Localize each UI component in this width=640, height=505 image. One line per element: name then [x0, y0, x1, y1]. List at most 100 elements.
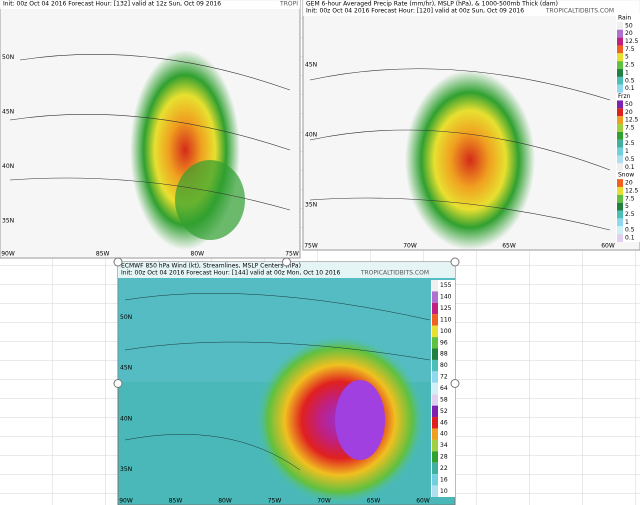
- legend-label: 2.5: [625, 140, 635, 147]
- legend-swatch: [617, 194, 623, 203]
- resize-handle[interactable]: [450, 379, 460, 388]
- legend-swatch: [432, 439, 438, 452]
- lat-label: 45N: [2, 108, 14, 115]
- title-bar: [118, 262, 455, 278]
- legend-label: 20: [625, 180, 633, 187]
- lon-label: 60W: [416, 498, 430, 505]
- legend-swatch: [617, 131, 623, 140]
- legend-swatch: [432, 302, 438, 315]
- legend-swatch: [617, 76, 623, 85]
- legend-name: Snow: [618, 172, 634, 179]
- legend-swatch: [617, 84, 623, 93]
- map-credit: TROPICALTIDBITS.COM: [360, 270, 429, 277]
- resize-handle[interactable]: [113, 379, 123, 388]
- legend-label: 1: [625, 148, 629, 155]
- legend-swatch: [617, 116, 623, 125]
- legend-swatch: [432, 405, 438, 418]
- legend-swatch: [432, 428, 438, 440]
- legend-label: 52: [440, 408, 448, 415]
- legend-swatch: [432, 291, 438, 303]
- legend-swatch: [617, 234, 623, 242]
- legend-label: 7.5: [625, 125, 635, 132]
- legend-label: 140: [440, 294, 452, 301]
- resize-handle[interactable]: [113, 257, 123, 267]
- lon-label: 80W: [191, 251, 205, 258]
- lon-label: 85W: [169, 498, 183, 505]
- legend-swatch: [432, 314, 438, 326]
- lon-label: 75W: [285, 251, 299, 258]
- lon-label: 70W: [403, 243, 417, 250]
- legend-name: Rain: [618, 14, 631, 21]
- legend-label: 125: [440, 305, 452, 312]
- lat-label: 35N: [2, 217, 14, 224]
- legend-swatch: [432, 394, 438, 406]
- map-panel: ECMWF 850 hPa Wind (kt), Streamlines, MS…: [117, 261, 456, 505]
- legend-label: 7.5: [625, 195, 635, 202]
- lat-label: 40N: [2, 163, 14, 170]
- lon-label: 90W: [1, 251, 15, 258]
- legend-swatch: [617, 218, 623, 227]
- legend-label: 88: [440, 351, 448, 358]
- lat-label: 35N: [305, 202, 317, 209]
- legend-label: 50: [625, 101, 633, 108]
- legend-label: 72: [440, 374, 448, 381]
- resize-handle[interactable]: [450, 257, 460, 267]
- title-bar: [0, 0, 300, 9]
- lat-label: 40N: [305, 132, 317, 139]
- map-init: Init: 00z Oct 04 2016 Forecast Hour: [12…: [306, 8, 524, 15]
- map-init: Init: 00z Oct 04 2016 Forecast Hour: [14…: [121, 270, 340, 277]
- legend-swatch: [617, 100, 623, 109]
- legend-label: 22: [440, 465, 448, 472]
- legend-label: 7.5: [625, 46, 635, 53]
- map-title: ECMWF 850 hPa Wind (kt), Streamlines, MS…: [121, 263, 301, 270]
- lon-label: 70W: [317, 498, 331, 505]
- map-credit: TROPI: [279, 1, 298, 8]
- legend-swatch: [432, 371, 438, 383]
- lat-label: 45N: [120, 365, 132, 372]
- legend-label: 64: [440, 385, 448, 392]
- legend-label: 34: [440, 442, 448, 449]
- lat-label: 45N: [305, 62, 317, 69]
- legend-swatch: [617, 163, 623, 172]
- resize-handle[interactable]: [282, 257, 291, 267]
- legend-swatch: [617, 61, 623, 70]
- legend-label: 28: [440, 454, 448, 461]
- lon-label: 75W: [268, 498, 282, 505]
- legend-label: 46: [440, 419, 448, 426]
- map-panel: GEM 6-hour Averaged Precip Rate (mm/hr),…: [302, 0, 640, 251]
- map-panel: Init: 00z Oct 04 2016 Forecast Hour: [13…: [0, 0, 301, 259]
- lon-label: 85W: [96, 251, 110, 258]
- legend-label: 20: [625, 109, 633, 116]
- legend-swatch: [617, 108, 623, 117]
- legend-label: 5: [625, 54, 629, 61]
- legend-swatch: [617, 69, 623, 77]
- legend-swatch: [432, 417, 438, 429]
- legend-swatch: [432, 280, 438, 292]
- legend-label: 100: [440, 328, 452, 335]
- legend-label: 2.5: [625, 62, 635, 69]
- legend-swatch: [617, 226, 623, 235]
- legend-label: 5: [625, 132, 629, 139]
- legend-label: 2.5: [625, 211, 635, 218]
- legend-label: 1: [625, 69, 629, 76]
- legend-swatch: [617, 210, 623, 219]
- legend-swatch: [617, 139, 623, 148]
- map-init: Init: 00z Oct 04 2016 Forecast Hour: [13…: [3, 1, 221, 8]
- legend-label: 0.1: [625, 164, 635, 171]
- legend-label: 0.5: [625, 156, 635, 163]
- legend-label: 96: [440, 339, 448, 346]
- legend-label: 16: [440, 476, 448, 483]
- legend-swatch: [617, 53, 623, 62]
- legend-swatch: [432, 451, 438, 463]
- legend-label: 20: [625, 30, 633, 37]
- legend-swatch: [432, 485, 438, 497]
- legend-label: 40: [440, 431, 448, 438]
- lat-label: 50N: [120, 314, 132, 321]
- lat-label: 40N: [120, 415, 132, 422]
- legend-swatch: [617, 21, 623, 30]
- legend-swatch: [432, 359, 438, 372]
- title-bar: [303, 0, 640, 16]
- legend-label: 5: [625, 203, 629, 210]
